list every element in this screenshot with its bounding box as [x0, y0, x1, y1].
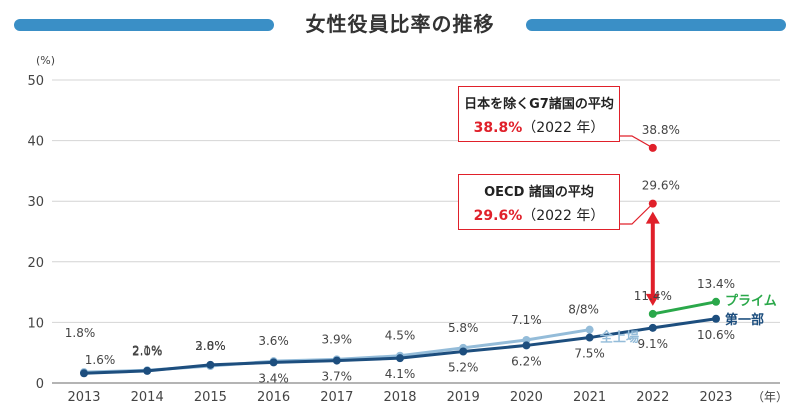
series-line-2	[652, 300, 717, 316]
callout-connector	[620, 135, 654, 149]
series-1-point	[206, 360, 215, 369]
reference-label: 29.6%	[642, 179, 680, 193]
data-label-all-listed: 3.9%	[322, 332, 353, 346]
x-tick-label: 2020	[510, 390, 543, 405]
data-label-first-section: 9.1%	[638, 337, 669, 351]
callout-g7-value-line: 38.8%（2022 年）	[459, 117, 619, 137]
reference-label: 38.8%	[642, 123, 680, 137]
series-1-point	[80, 369, 88, 378]
series-0-point	[585, 325, 594, 334]
x-tick-label: 2014	[131, 390, 164, 405]
x-tick-label: 2019	[447, 390, 480, 405]
data-label-all-listed: 1.8%	[65, 326, 96, 340]
series-1-point	[396, 354, 404, 363]
callout-g7-average: 日本を除くG7諸国の平均 38.8%（2022 年）	[458, 86, 620, 142]
y-tick-label: 10	[27, 316, 44, 331]
series-1-point	[585, 333, 594, 342]
callout-oecd-average: OECD 諸国の平均 29.6%（2022 年）	[458, 174, 620, 230]
x-tick-label: 2018	[383, 390, 416, 405]
series-1-point	[143, 366, 152, 375]
data-label-prime: 11.4%	[634, 289, 672, 303]
data-label-first-section: 2.0%	[132, 344, 163, 358]
data-label-all-listed: 7.1%	[511, 313, 542, 327]
series-2-point	[712, 297, 720, 306]
data-label-all-listed: 2.8%	[195, 339, 226, 353]
series-1-point	[522, 341, 531, 350]
callout-g7-value: 38.8%	[473, 120, 523, 136]
data-label-first-section: 5.2%	[448, 360, 479, 374]
series-name-prime: プライム	[725, 294, 777, 309]
callout-connector	[620, 203, 654, 225]
series-name-all-listed: 全上場	[599, 330, 639, 346]
data-label-all-listed: 2.1%	[132, 343, 163, 357]
series-1-point	[712, 314, 720, 323]
x-tick-label: 2021	[573, 390, 606, 405]
series-1-point	[648, 323, 657, 332]
y-tick-label: 0	[36, 377, 44, 392]
data-label-first-section: 3.4%	[258, 371, 289, 385]
data-label-first-section: 4.1%	[385, 367, 416, 381]
data-label-first-section: 6.2%	[511, 354, 542, 368]
callout-oecd-title: OECD 諸国の平均	[484, 185, 594, 200]
title-bar-left	[14, 19, 274, 31]
callout-g7-year: （2022 年）	[522, 120, 605, 136]
x-tick-label: 2023	[699, 390, 732, 405]
gap-arrow-head-up	[645, 211, 660, 224]
callout-oecd-value-line: 29.6%（2022 年）	[459, 205, 619, 225]
reference-point	[648, 143, 657, 152]
y-tick-label: 30	[27, 195, 44, 210]
data-label-prime: 13.4%	[697, 277, 735, 291]
data-label-first-section: 3.7%	[322, 370, 353, 384]
y-tick-label: 40	[27, 135, 44, 150]
x-tick-label: 2013	[67, 390, 100, 405]
data-label-all-listed: 5.8%	[448, 321, 479, 335]
y-tick-label: 20	[27, 256, 44, 271]
series-1-point	[269, 358, 278, 367]
reference-point	[648, 199, 657, 208]
x-tick-label: 2015	[194, 390, 227, 405]
series-1-point	[332, 356, 341, 365]
y-axis-unit: (%)	[36, 54, 55, 67]
x-tick-label: 2022	[636, 390, 669, 405]
x-axis-unit: （年）	[752, 390, 788, 404]
page-title: 女性役員比率の推移	[305, 12, 495, 36]
data-label-all-listed: 3.6%	[258, 334, 289, 348]
x-tick-label: 2017	[320, 390, 353, 405]
data-label-all-listed: 4.5%	[385, 329, 416, 343]
title-bar-right	[526, 19, 786, 31]
x-tick-label: 2016	[257, 390, 290, 405]
data-label-first-section: 1.6%	[85, 353, 116, 367]
series-line-1	[83, 317, 717, 375]
data-label-first-section: 10.6%	[697, 328, 735, 342]
data-label-first-section: 7.5%	[574, 347, 605, 361]
series-2-point	[648, 309, 657, 318]
callout-oecd-value: 29.6%	[473, 208, 523, 224]
series-1-point	[459, 347, 468, 356]
callout-g7-title: 日本を除くG7諸国の平均	[464, 97, 614, 112]
data-label-first-section: 3.0%	[195, 339, 226, 353]
callout-oecd-year: （2022 年）	[522, 208, 605, 224]
data-label-all-listed: 8/8%	[568, 303, 599, 317]
gap-arrow-head-down	[645, 293, 660, 306]
series-name-first-section: 第一部	[725, 312, 764, 328]
y-tick-label: 50	[27, 74, 44, 89]
